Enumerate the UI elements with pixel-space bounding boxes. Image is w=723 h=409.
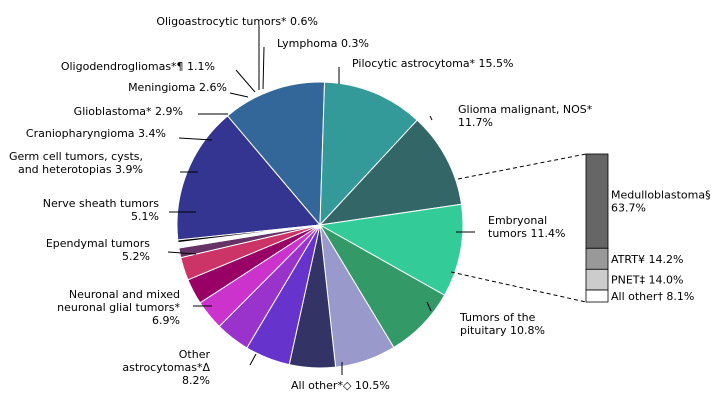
pie-slices xyxy=(176,81,464,369)
bar-segment xyxy=(585,153,609,249)
pie-leader-line xyxy=(178,137,213,141)
stacked-bar-segments xyxy=(585,153,609,303)
pie-leader-line xyxy=(262,46,265,90)
bar-segment-label: ATRT¥ 14.2% xyxy=(611,253,683,266)
pie-slice-label: Tumors of the pituitary 10.8% xyxy=(459,311,545,337)
bar-connector-bottom xyxy=(450,271,587,303)
pie-leader-lines xyxy=(167,25,475,375)
pie-slice-label: Embryonal tumors 11.4% xyxy=(488,214,565,240)
pie-slice xyxy=(226,81,326,227)
bar-connector-lines xyxy=(450,153,587,303)
pie-slice-label: Nerve sheath tumors 5.1% xyxy=(43,197,160,223)
pie-slice-label: Pilocytic astrocytoma* 15.5% xyxy=(352,57,514,70)
pie-slice xyxy=(319,81,418,227)
bar-segment-label: PNET‡ 14.0% xyxy=(611,274,683,287)
bar-segment xyxy=(585,289,609,303)
pie-labels: Pilocytic astrocytoma* 15.5% Glioma malig… xyxy=(9,15,593,392)
bar-segment xyxy=(585,247,609,270)
pie-slice-label: Oligodendrogliomas*¶ 1.1% xyxy=(61,60,215,73)
pie-slice xyxy=(318,203,464,296)
pie-slice xyxy=(177,224,321,244)
pie-slice-label: Lymphoma 0.3% xyxy=(277,37,369,50)
bar-segment-label: Medulloblastoma§ 63.7% xyxy=(611,189,711,215)
pie-leader-line xyxy=(229,92,249,98)
pie-slice-label: All other*◇ 10.5% xyxy=(291,379,390,392)
pie-leader-line xyxy=(249,353,257,366)
bar-connector-top xyxy=(457,153,587,180)
pie-slice xyxy=(318,119,463,226)
pie-leader-line xyxy=(429,115,433,121)
pie-slice-label: Glioma malignant, NOS* 11.7% xyxy=(458,103,593,129)
pie-slice-label: Germ cell tumors, cysts, and heterotopias… xyxy=(9,150,143,176)
bar-segment-label: All other† 8.1% xyxy=(611,290,694,303)
pie-leader-line xyxy=(167,251,197,255)
pie-slice-label: Craniopharyngioma 3.4% xyxy=(26,127,166,140)
pie-leader-line xyxy=(235,69,256,93)
pie-slice-label: Meningioma 2.6% xyxy=(128,81,227,94)
pie-slice-label: Neuronal and mixed neuronal glial tumors*… xyxy=(57,288,180,327)
stacked-bar-labels: Medulloblastoma§ 63.7% ATRT¥ 14.2% PNET‡ 14… xyxy=(611,189,711,303)
pie-slice-label: Ependymal tumors 5.2% xyxy=(46,237,150,263)
pie-slice-label: Oligoastrocytic tumors* 0.6% xyxy=(156,15,318,28)
pie-leader-line xyxy=(426,301,432,312)
bar-segment xyxy=(585,268,609,291)
pie-slice-label: Other astrocytomas*Δ 8.2% xyxy=(122,348,210,387)
pie-slice-label: Glioblastoma* 2.9% xyxy=(74,105,183,118)
